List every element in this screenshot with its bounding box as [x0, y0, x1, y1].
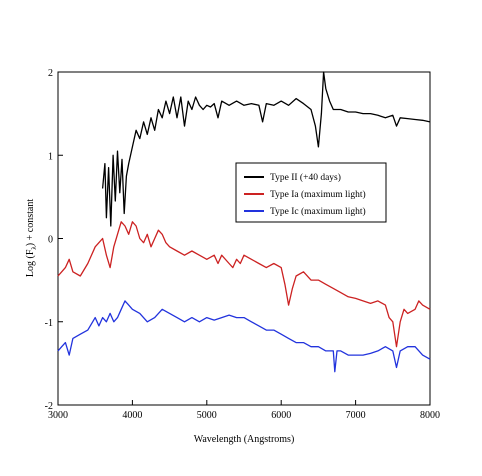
- y-tick-label: -2: [45, 401, 53, 412]
- plot-frame: [57, 71, 431, 406]
- x-tick-label: 3000: [48, 410, 68, 421]
- legend-label-type-ia: Type Ia (maximum light): [270, 189, 366, 200]
- series-layer: [57, 71, 431, 373]
- x-tick-label: 8000: [420, 410, 440, 421]
- series-line-type-ic: [57, 300, 431, 373]
- y-axis-label: Log (Fλ) + constant: [25, 199, 38, 277]
- x-tick-label: 7000: [346, 410, 366, 421]
- x-axis-label: Wavelength (Angstroms): [194, 434, 295, 445]
- x-axis: 3000 4000 5000 6000 7000 8000: [48, 400, 440, 421]
- legend-label-type-ic: Type Ic (maximum light): [270, 206, 366, 217]
- x-tick-label: 5000: [197, 410, 217, 421]
- y-tick-label: 0: [48, 235, 53, 246]
- series-line-type-ii: [101, 71, 431, 227]
- series-line-type-ia: [57, 221, 431, 348]
- x-tick-label: 4000: [122, 410, 142, 421]
- x-tick-label: 6000: [271, 410, 291, 421]
- y-tick-label: -1: [45, 318, 53, 329]
- y-tick-label: 1: [48, 151, 53, 162]
- legend-box: [235, 162, 387, 223]
- y-axis: -2 -1 0 1 2: [45, 68, 63, 412]
- legend-label-type-ii: Type II (+40 days): [270, 172, 341, 183]
- y-tick-label: 2: [48, 68, 53, 79]
- legend: Type II (+40 days) Type Ia (maximum ligh…: [235, 162, 387, 223]
